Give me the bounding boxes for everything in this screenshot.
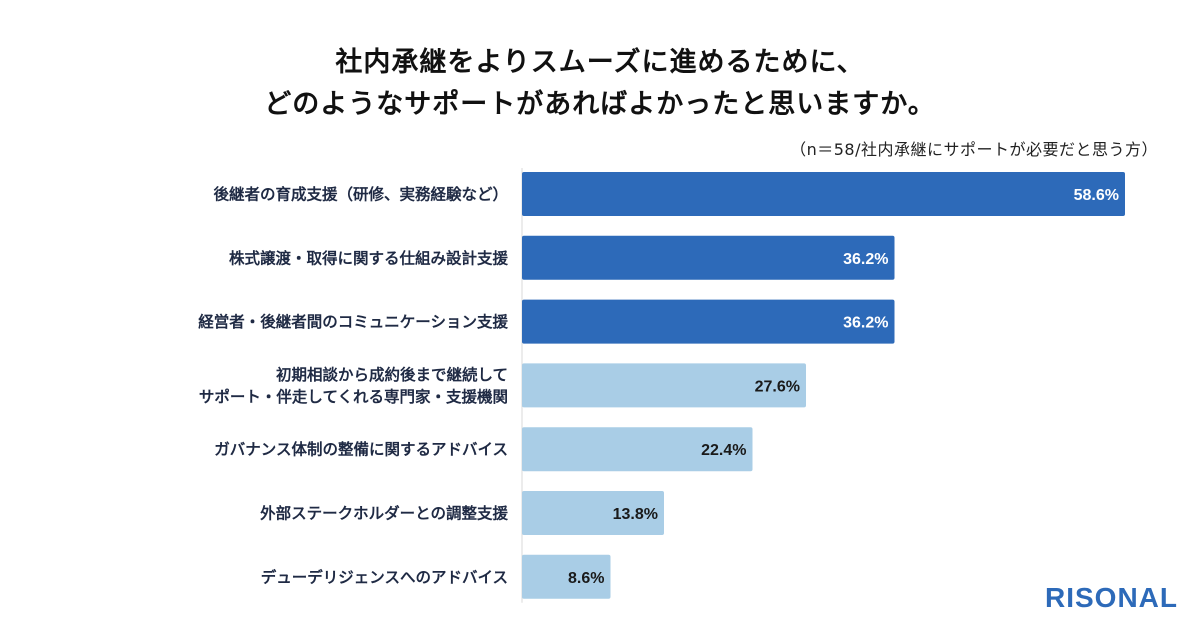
value-label-3: 36.2% [843,315,888,332]
value-label-6: 13.8% [613,506,658,523]
value-label-4: 27.6% [755,378,800,395]
bar-3 [522,299,895,344]
bar-4 [522,363,807,408]
chart-title-line-2: どのようなサポートがあればよかったと思いますか。 [264,89,936,120]
chart-title: 社内承継をよりスムーズに進めるために、 どのようなサポートがあればよかったと思い… [0,42,1200,126]
category-label-1: 後継者の育成支援（研修、実務経験など） [213,185,508,204]
category-label-7: デューデリジェンスへのアドバイス [261,567,508,586]
brand-logo: RISONAL [1045,582,1178,613]
value-label-5: 22.4% [701,442,746,459]
bar-1 [522,172,1125,216]
category-label-3: 経営者・後継者間のコミュニケーション支援 [198,312,508,331]
category-label-6: 外部ステークホルダーとの調整支援 [260,504,508,523]
chart-title-line-1: 社内承継をよりスムーズに進めるために、 [335,47,865,78]
value-label-2: 36.2% [843,251,888,268]
category-label-5: ガバナンス体制の整備に関するアドバイス [214,440,508,459]
bar-5 [522,427,753,472]
value-label-1: 58.6% [1074,187,1119,204]
bar-6 [522,491,665,535]
category-label-4-line-1: 初期相談から成約後まで継続して [276,365,508,384]
bar-7 [522,554,611,599]
category-label-4-line-2: サポート・伴走してくれる専門家・支援機関 [199,387,508,406]
category-label-2: 株式譲渡・取得に関する仕組み設計支援 [229,248,509,267]
sample-note: （n＝58/社内承継にサポートが必要だと思う方） [790,140,1158,159]
value-label-7: 8.6% [568,570,604,587]
bar-2 [522,235,895,280]
